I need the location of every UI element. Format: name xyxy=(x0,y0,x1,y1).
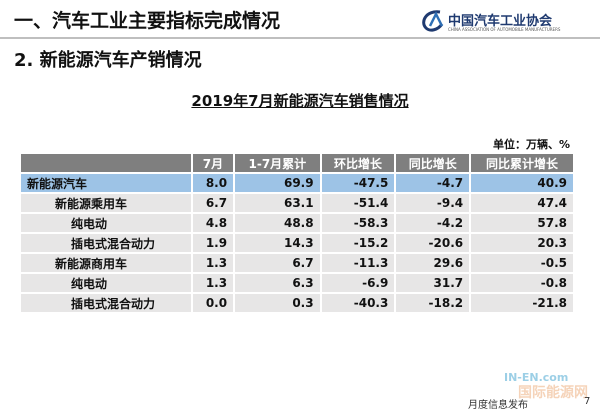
cell: 14.3 xyxy=(235,234,320,252)
row-label: 新能源商用车 xyxy=(21,254,191,272)
cell: 6.7 xyxy=(192,194,234,212)
table-row: 纯电动 4.8 48.8 -58.3 -4.2 57.8 xyxy=(21,214,573,232)
sales-table: 7月 1-7月累计 环比增长 同比增长 同比累计增长 新能源汽车 8.0 69.9 -47.5-… xyxy=(19,152,575,314)
footer-text: 月度信息发布 xyxy=(468,400,528,411)
row-label: 纯电动 xyxy=(21,274,191,292)
cell: -6.9 xyxy=(321,274,395,292)
cell: 4.8 xyxy=(192,214,234,232)
cell: 31.7 xyxy=(396,274,470,292)
header-cell: 1-7月累计 xyxy=(235,154,320,172)
cell: -58.3 xyxy=(321,214,395,232)
cell: 47.4 xyxy=(471,194,573,212)
cell: 20.3 xyxy=(471,234,573,252)
cell: -18.2 xyxy=(396,294,470,312)
cell: 57.8 xyxy=(471,214,573,232)
header-cell: 环比增长 xyxy=(321,154,395,172)
logo-name: 中国汽车工业协会 xyxy=(448,14,553,29)
header-cell xyxy=(21,154,191,172)
cell: -9.4 xyxy=(396,194,470,212)
cell: -11.3 xyxy=(321,254,395,272)
unit-note: 单位：万辆、% xyxy=(492,138,570,151)
table-row: 插电式混合动力 0.0 0.3 -40.3 -18.2 -21.8 xyxy=(21,294,573,312)
page-number: 7 xyxy=(584,396,591,407)
table-row: 新能源汽车 8.0 69.9 -47.5 -4.7 40.9 xyxy=(21,174,573,192)
header-cell: 同比累计增长 xyxy=(471,154,573,172)
row-label: 插电式混合动力 xyxy=(21,294,191,312)
watermark-name: 国际能源网 xyxy=(518,385,588,401)
row-label: 插电式混合动力 xyxy=(21,234,191,252)
header-cell: 同比增长 xyxy=(396,154,470,172)
cell: 0.0 xyxy=(192,294,234,312)
table-row: 新能源商用车 1.3 6.7 -11.3 29.6 -0.5 xyxy=(21,254,573,272)
cell: -15.2 xyxy=(321,234,395,252)
cell: -21.8 xyxy=(471,294,573,312)
cell: 29.6 xyxy=(396,254,470,272)
cell: -47.5 xyxy=(321,174,395,192)
row-label: 纯电动 xyxy=(21,214,191,232)
logo-icon xyxy=(422,10,444,32)
cell: -0.5 xyxy=(471,254,573,272)
cell: 1.3 xyxy=(192,274,234,292)
cell: -40.3 xyxy=(321,294,395,312)
cell: 40.9 xyxy=(471,174,573,192)
watermark-site: IN-EN.com xyxy=(504,371,569,384)
header-cell: 7月 xyxy=(192,154,234,172)
cell: -20.6 xyxy=(396,234,470,252)
cell: 6.3 xyxy=(235,274,320,292)
cell: 6.7 xyxy=(235,254,320,272)
cell: 0.3 xyxy=(235,294,320,312)
cell: -51.4 xyxy=(321,194,395,212)
table-row: 插电式混合动力 1.9 14.3 -15.2 -20.6 20.3 xyxy=(21,234,573,252)
logo-subtitle: CHINA ASSOCIATION OF AUTOMOBILE MANUFACT… xyxy=(448,27,561,32)
table-title: 2019年7月新能源汽车销售情况 xyxy=(191,92,409,110)
divider xyxy=(0,37,600,39)
cell: 48.8 xyxy=(235,214,320,232)
cell: 8.0 xyxy=(192,174,234,192)
header-row: 7月 1-7月累计 环比增长 同比增长 同比累计增长 xyxy=(21,154,573,172)
table-row: 纯电动 1.3 6.3 -6.9 31.7 -0.8 xyxy=(21,274,573,292)
cell: 1.3 xyxy=(192,254,234,272)
table-row: 新能源乘用车 6.7 63.1 -51.4 -9.4 47.4 xyxy=(21,194,573,212)
slide-title: 一、汽车工业主要指标完成情况 xyxy=(14,10,281,32)
section-title: 2. 新能源汽车产销情况 xyxy=(14,50,202,71)
cell: 63.1 xyxy=(235,194,320,212)
cell: 1.9 xyxy=(192,234,234,252)
cell: -4.7 xyxy=(396,174,470,192)
cell: -0.8 xyxy=(471,274,573,292)
row-label: 新能源乘用车 xyxy=(21,194,191,212)
cell: -4.2 xyxy=(396,214,470,232)
row-label: 新能源汽车 xyxy=(21,174,191,192)
cell: 69.9 xyxy=(235,174,320,192)
